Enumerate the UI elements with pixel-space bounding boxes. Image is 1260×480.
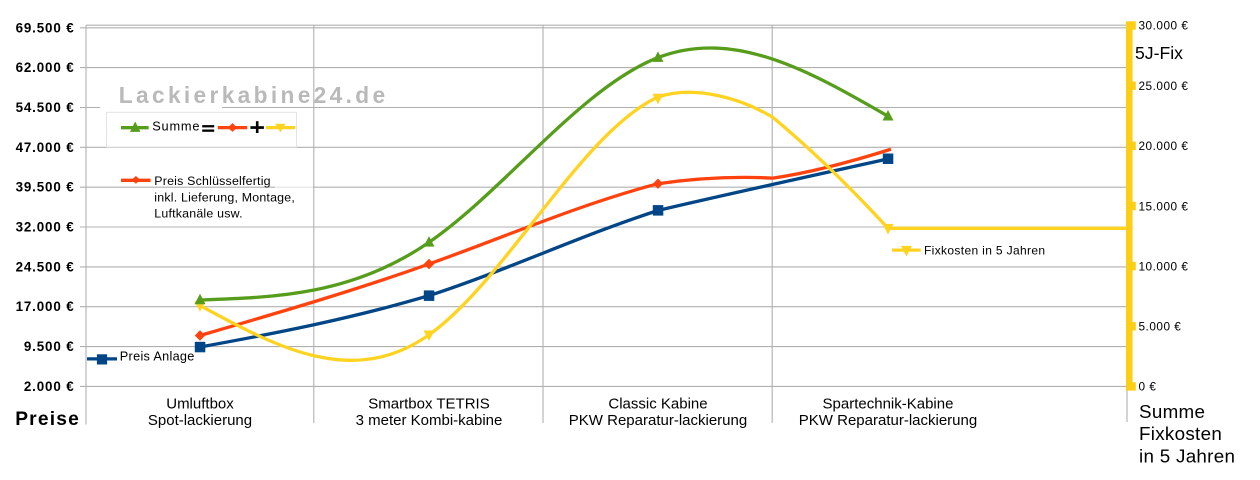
svg-text:25.000 €: 25.000 €: [1139, 79, 1189, 93]
svg-text:Umluftbox: Umluftbox: [166, 396, 234, 413]
svg-text:24.500 €: 24.500 €: [16, 259, 75, 274]
svg-text:47.000 €: 47.000 €: [16, 140, 75, 155]
svg-text:Summe: Summe: [1139, 401, 1205, 422]
svg-text:inkl. Lieferung, Montage,: inkl. Lieferung, Montage,: [154, 191, 295, 205]
svg-text:Spartechnik-Kabine: Spartechnik-Kabine: [823, 396, 954, 413]
svg-text:Fixkosten in 5 Jahren: Fixkosten in 5 Jahren: [924, 244, 1045, 258]
svg-text:Lackierkabine24.de: Lackierkabine24.de: [119, 82, 389, 108]
svg-text:0 €: 0 €: [1139, 380, 1157, 394]
svg-text:Summe: Summe: [152, 119, 200, 134]
svg-text:Classic Kabine: Classic Kabine: [608, 396, 707, 413]
svg-text:39.500 €: 39.500 €: [16, 180, 75, 195]
svg-text:32.000 €: 32.000 €: [16, 220, 75, 235]
svg-text:5J-Fix: 5J-Fix: [1135, 43, 1183, 63]
svg-text:Spot-lackierung: Spot-lackierung: [148, 412, 252, 429]
svg-text:30.000 €: 30.000 €: [1139, 19, 1189, 33]
svg-text:PKW Reparatur-lackierung: PKW Reparatur-lackierung: [799, 412, 977, 429]
svg-text:Smartbox TETRIS: Smartbox TETRIS: [368, 396, 489, 413]
svg-text:Preis Schlüsselfertig: Preis Schlüsselfertig: [154, 174, 270, 188]
svg-text:17.000 €: 17.000 €: [16, 299, 75, 314]
svg-text:15.000 €: 15.000 €: [1139, 199, 1189, 213]
svg-text:69.500 €: 69.500 €: [16, 20, 75, 35]
svg-text:20.000 €: 20.000 €: [1139, 139, 1189, 153]
svg-text:54.500 €: 54.500 €: [16, 100, 75, 115]
svg-text:PKW Reparatur-lackierung: PKW Reparatur-lackierung: [569, 412, 747, 429]
svg-text:Preis Anlage: Preis Anlage: [120, 349, 195, 363]
svg-text:in 5 Jahren: in 5 Jahren: [1139, 445, 1235, 466]
svg-text:2.000 €: 2.000 €: [24, 379, 75, 394]
svg-text:Preise: Preise: [15, 409, 80, 430]
svg-text:5.000 €: 5.000 €: [1139, 320, 1182, 334]
svg-text:62.000 €: 62.000 €: [16, 60, 75, 75]
svg-text:Fixkosten: Fixkosten: [1139, 423, 1222, 444]
svg-text:3 meter Kombi-kabine: 3 meter Kombi-kabine: [356, 412, 503, 429]
svg-text:10.000 €: 10.000 €: [1139, 259, 1189, 273]
svg-text:9.500 €: 9.500 €: [24, 339, 75, 354]
svg-text:Luftkanäle usw.: Luftkanäle usw.: [154, 207, 242, 221]
